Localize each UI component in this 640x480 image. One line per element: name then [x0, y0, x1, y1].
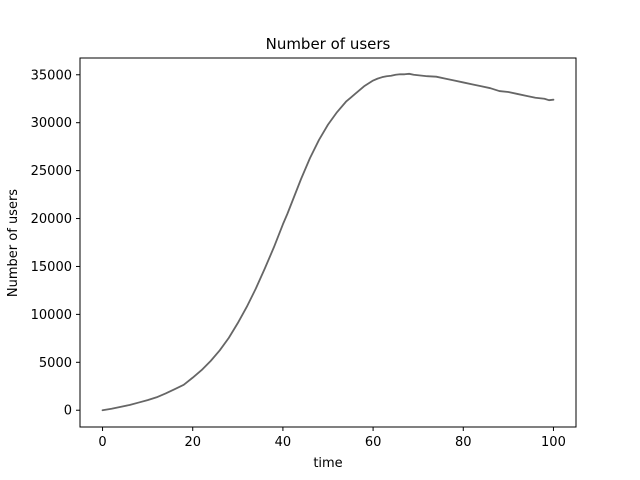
y-tick-label: 0 [64, 404, 72, 419]
x-tick-label: 60 [365, 435, 382, 450]
y-tick-label: 10000 [31, 308, 72, 323]
y-axis-label: Number of users [6, 189, 21, 297]
x-tick-label: 0 [98, 435, 106, 450]
x-tick-label: 40 [275, 435, 292, 450]
ticks-layer: 0 20 40 60 80 100 0 5000 10000 15000 20000 25000 300… [31, 68, 566, 450]
y-tick-label: 25000 [31, 164, 72, 179]
y-tick-label: 35000 [31, 68, 72, 83]
y-tick-label: 15000 [31, 260, 72, 275]
x-tick-label: 80 [455, 435, 472, 450]
x-tick-label: 100 [541, 435, 566, 450]
y-tick-label: 30000 [31, 116, 72, 131]
x-tick-label: 20 [184, 435, 201, 450]
y-tick-label: 20000 [31, 212, 72, 227]
plot-frame [79, 57, 577, 428]
x-axis-label: time [313, 456, 342, 471]
series-line [101, 72, 555, 412]
y-tick-label: 5000 [39, 356, 72, 371]
chart-title: Number of users [266, 35, 391, 53]
